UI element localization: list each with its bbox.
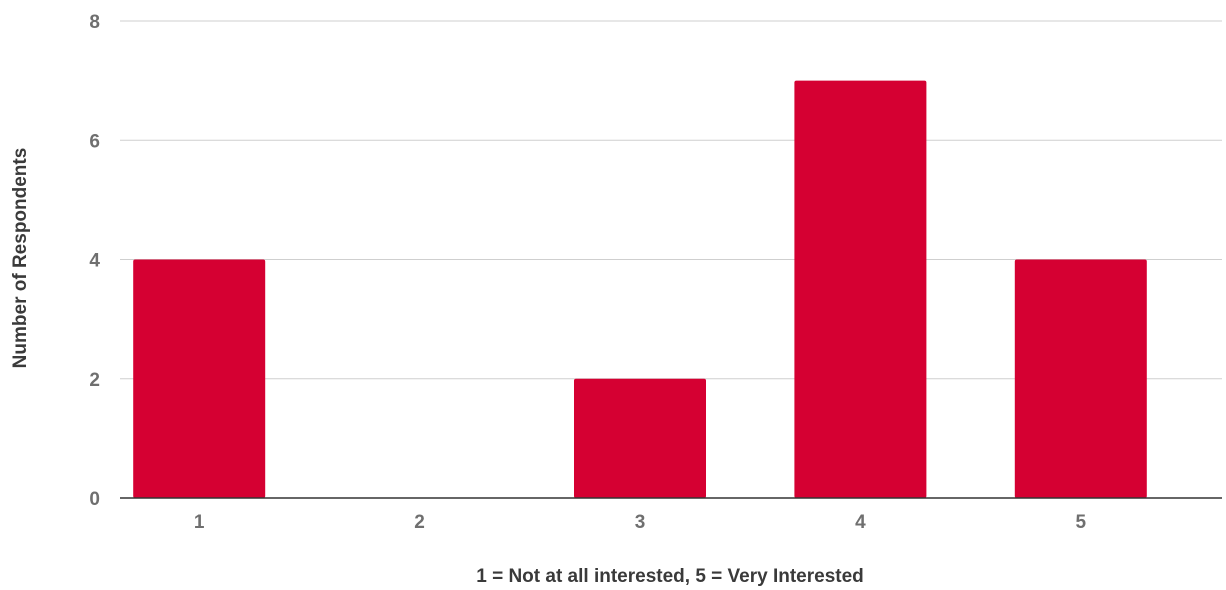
y-axis-title: Number of Respondents [10, 148, 31, 369]
bar-4 [794, 80, 927, 498]
y-tick-labels: 0 2 4 6 8 [89, 12, 100, 510]
y-tick-label: 8 [89, 12, 100, 33]
bars [133, 80, 1147, 498]
x-tick-label: 2 [414, 512, 425, 533]
y-tick-label: 4 [89, 251, 100, 272]
x-tick-label: 3 [635, 512, 646, 533]
y-tick-label: 6 [89, 131, 100, 152]
bar-3 [574, 378, 706, 498]
y-tick-label: 0 [89, 489, 100, 510]
x-tick-label: 4 [855, 512, 866, 533]
x-tick-label: 5 [1076, 512, 1087, 533]
y-tick-label: 2 [89, 370, 100, 391]
bar-1 [133, 259, 266, 498]
x-tick-labels: 1 2 3 4 5 [194, 512, 1087, 533]
x-tick-label: 1 [194, 512, 205, 533]
bar-5 [1014, 259, 1147, 498]
x-axis-title: 1 = Not at all interested, 5 = Very Inte… [476, 566, 864, 587]
